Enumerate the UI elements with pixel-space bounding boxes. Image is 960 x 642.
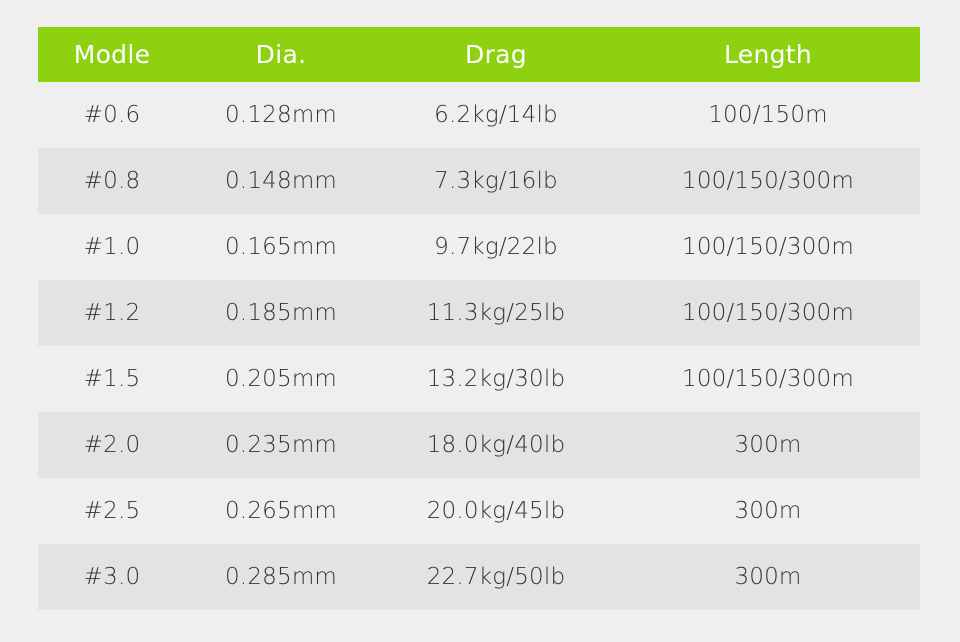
column-header-drag: Drag <box>465 40 527 69</box>
table-header-row: Modle Dia. Drag Length <box>38 27 920 82</box>
cell-dia: 0.148mm <box>224 167 338 194</box>
cell-length: 100/150/300m <box>681 299 854 326</box>
cell-drag: 11.3kg/25lb <box>426 299 566 326</box>
cell-length: 300m <box>734 563 802 590</box>
table-row: #0.6 0.128mm 6.2kg/14lb 100/150m <box>38 82 920 148</box>
cell-drag: 7.3kg/16lb <box>434 167 558 194</box>
cell-length: 100/150/300m <box>681 365 854 392</box>
column-header-length: Length <box>723 40 813 69</box>
column-header-modle: Modle <box>73 40 151 69</box>
cell-length: 100/150/300m <box>681 167 854 194</box>
table-row: #0.8 0.148mm 7.3kg/16lb 100/150/300m <box>38 148 920 214</box>
table-row: #1.0 0.165mm 9.7kg/22lb 100/150/300m <box>38 214 920 280</box>
table-row: #2.5 0.265mm 20.0kg/45lb 300m <box>38 478 920 544</box>
cell-modle: #3.0 <box>83 563 141 590</box>
specification-table: Modle Dia. Drag Length #0.6 0.128mm 6.2k… <box>38 27 920 610</box>
table-row: #1.2 0.185mm 11.3kg/25lb 100/150/300m <box>38 280 920 346</box>
column-header-dia: Dia. <box>255 40 307 69</box>
cell-dia: 0.265mm <box>224 497 338 524</box>
table-row: #3.0 0.285mm 22.7kg/50lb 300m <box>38 544 920 610</box>
cell-modle: #0.6 <box>83 101 141 128</box>
cell-dia: 0.185mm <box>224 299 338 326</box>
cell-modle: #2.0 <box>83 431 141 458</box>
cell-dia: 0.235mm <box>224 431 338 458</box>
cell-length: 300m <box>734 431 802 458</box>
cell-drag: 18.0kg/40lb <box>426 431 566 458</box>
cell-modle: #2.5 <box>83 497 141 524</box>
cell-drag: 6.2kg/14lb <box>434 101 558 128</box>
cell-drag: 13.2kg/30lb <box>426 365 566 392</box>
cell-drag: 9.7kg/22lb <box>434 233 558 260</box>
cell-dia: 0.128mm <box>224 101 338 128</box>
cell-drag: 20.0kg/45lb <box>426 497 566 524</box>
cell-length: 100/150m <box>708 101 828 128</box>
cell-dia: 0.165mm <box>224 233 338 260</box>
cell-length: 300m <box>734 497 802 524</box>
cell-dia: 0.205mm <box>224 365 338 392</box>
cell-drag: 22.7kg/50lb <box>426 563 566 590</box>
cell-modle: #0.8 <box>83 167 141 194</box>
cell-modle: #1.5 <box>83 365 141 392</box>
table-row: #1.5 0.205mm 13.2kg/30lb 100/150/300m <box>38 346 920 412</box>
cell-modle: #1.2 <box>83 299 141 326</box>
cell-modle: #1.0 <box>83 233 141 260</box>
cell-dia: 0.285mm <box>224 563 338 590</box>
table-row: #2.0 0.235mm 18.0kg/40lb 300m <box>38 412 920 478</box>
cell-length: 100/150/300m <box>681 233 854 260</box>
